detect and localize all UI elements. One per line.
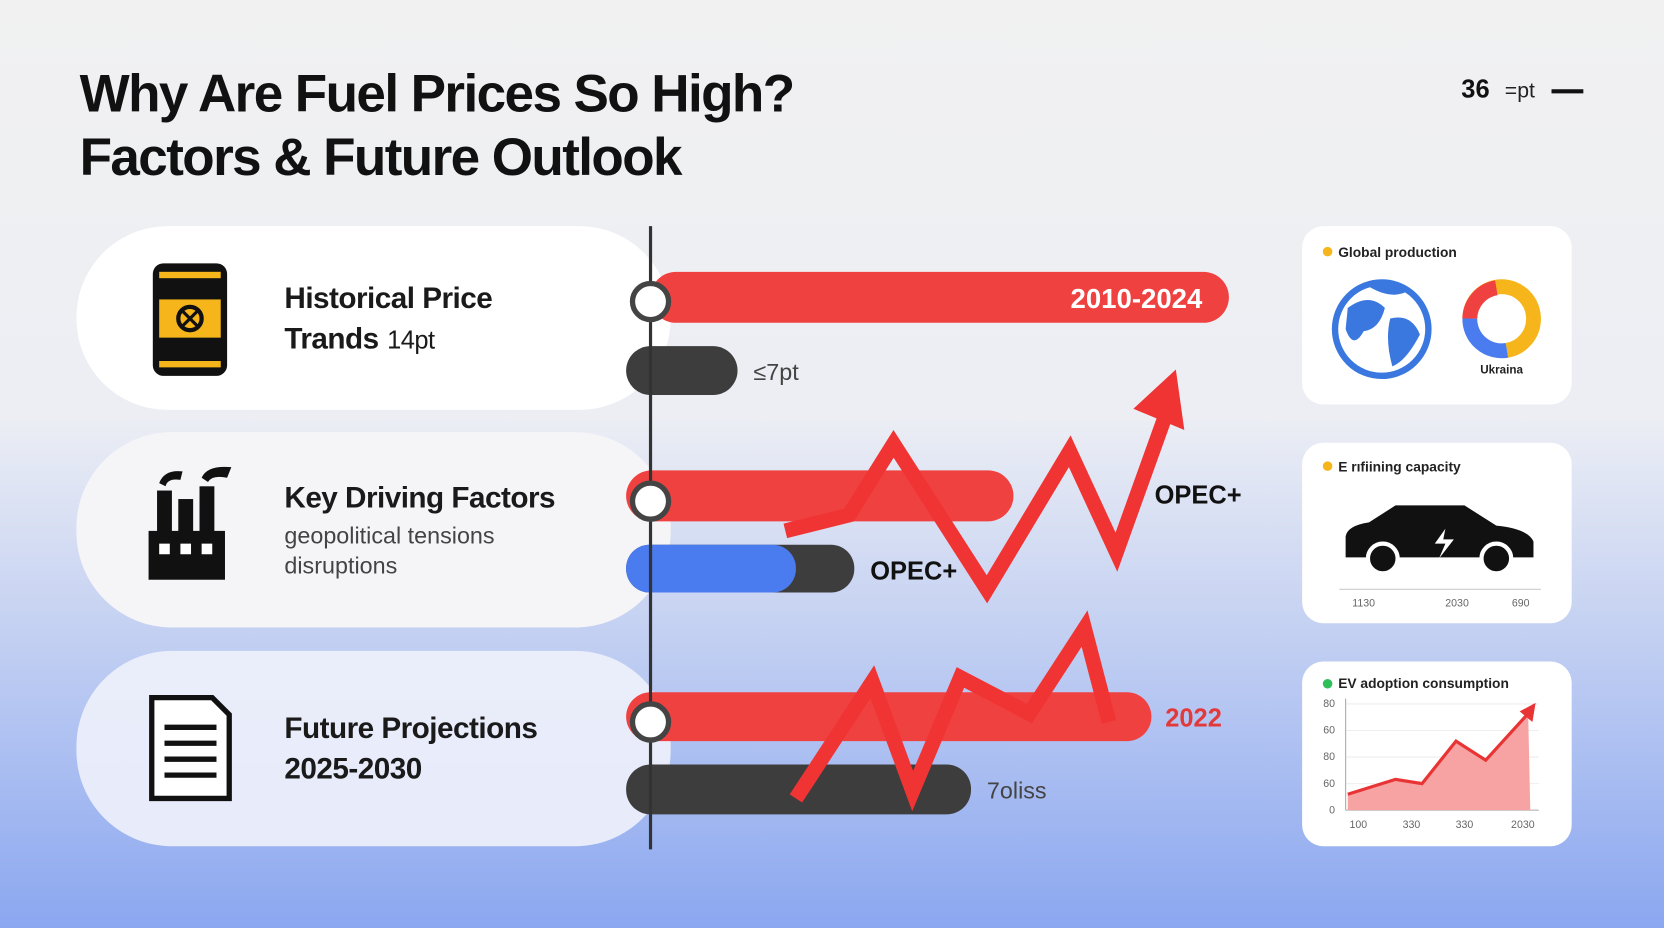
- card-dot: [1322, 246, 1333, 257]
- document-icon: [149, 694, 232, 802]
- card-title: Global production: [1338, 245, 1457, 260]
- barrel-icon: [152, 263, 228, 376]
- title-line: Factors & Future Outlook: [80, 128, 683, 187]
- y-label: 60: [1323, 778, 1335, 790]
- x-label: 330: [1403, 819, 1421, 831]
- bar: [650, 271, 1229, 323]
- x-label: 2030: [1511, 819, 1535, 831]
- node: [629, 480, 672, 522]
- x-label: 100: [1350, 819, 1368, 831]
- bar: [626, 544, 796, 593]
- y-label: 0: [1329, 804, 1335, 816]
- bar: [626, 470, 1014, 522]
- car-icon: [1345, 505, 1534, 576]
- card-title: EV adoption consumption: [1338, 676, 1509, 691]
- card-caption: Ukraina: [1480, 364, 1523, 377]
- bar-label: OPEC+: [1155, 481, 1242, 509]
- row-title-2: Trands: [284, 322, 378, 355]
- donut-icon: [1462, 279, 1541, 359]
- card-title: E rıfiining capacity: [1338, 459, 1461, 474]
- trend-arrow: [789, 610, 1117, 812]
- bar: [626, 346, 738, 395]
- y-label: 80: [1323, 698, 1335, 710]
- arrow-head: [1133, 369, 1185, 431]
- node: [629, 701, 672, 743]
- card-dot: [1322, 679, 1333, 689]
- bar-label: 7oliss: [987, 777, 1047, 803]
- bar-label: 2010-2024: [1071, 283, 1204, 314]
- area: [1347, 713, 1531, 811]
- card-dot: [1322, 461, 1333, 471]
- row-line: geopolitical tensions: [284, 523, 494, 549]
- line: [1347, 712, 1530, 796]
- globe-icon: [1331, 279, 1432, 380]
- bar-label: OPEC+: [870, 558, 957, 586]
- y-label: 60: [1323, 725, 1335, 737]
- title-line: Why Are Fuel Prices So High?: [80, 64, 794, 123]
- row-title: Historical Price: [284, 282, 492, 315]
- x-label: 690: [1512, 597, 1530, 609]
- row-title-2: 2025-2030: [284, 752, 421, 785]
- y-label: 80: [1323, 751, 1335, 763]
- bar-label: 2022: [1165, 704, 1222, 732]
- page-number: 36: [1461, 76, 1489, 104]
- x-label: 330: [1456, 819, 1474, 831]
- trend-arrow: [783, 413, 1173, 604]
- node: [629, 280, 672, 323]
- factory-icon: [148, 466, 232, 580]
- row-title: Future Projections: [284, 712, 537, 745]
- x-label: 2030: [1445, 597, 1469, 609]
- page-unit: =pt: [1505, 80, 1535, 103]
- row-title: Trands 14pt: [284, 322, 435, 355]
- bar-label: ≤7pt: [753, 359, 799, 385]
- row-title: Key Driving Factors: [284, 482, 555, 515]
- arrow-head: [1519, 702, 1536, 723]
- row-suffix: 14pt: [387, 326, 435, 354]
- x-label: 1130: [1352, 597, 1375, 609]
- row-line: disruptions: [284, 552, 397, 578]
